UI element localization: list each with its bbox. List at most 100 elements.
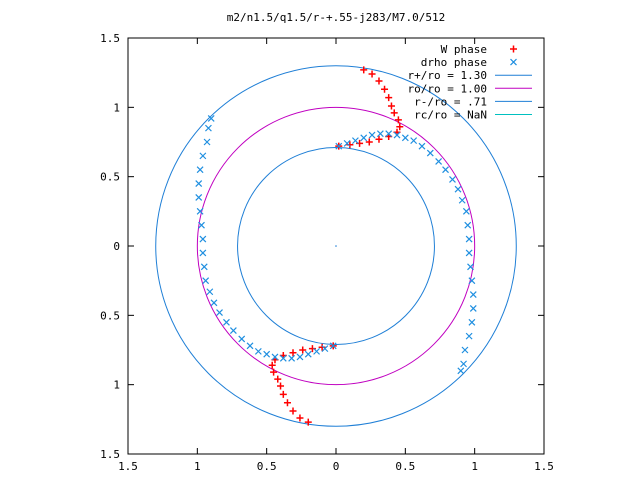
drho-phase-point — [454, 185, 462, 193]
reference-circle — [155, 65, 517, 427]
w-phase-point — [299, 346, 307, 354]
w-phase-point — [381, 85, 389, 93]
drho-phase-point — [410, 137, 418, 145]
drho-phase-point — [210, 299, 218, 307]
reference-circle — [196, 106, 476, 386]
drho-phase-point — [199, 152, 207, 160]
w-phase-point — [375, 77, 383, 85]
drho-phase-point — [200, 263, 208, 271]
drho-phase-point — [385, 130, 393, 138]
w-phase-point — [346, 141, 354, 149]
drho-phase-point — [203, 138, 211, 146]
drho-phase-point — [304, 350, 312, 358]
legend-swatch — [510, 45, 517, 53]
w-phase-point — [387, 102, 395, 110]
data-points — [195, 66, 477, 426]
drho-phase-point — [469, 291, 477, 298]
drho-phase-point — [254, 347, 262, 355]
drho-phase-point — [368, 131, 376, 139]
x-tick-label: 1 — [471, 460, 478, 473]
x-tick-label: 0.5 — [395, 460, 415, 473]
drho-phase-point — [229, 327, 237, 335]
drho-phase-point — [288, 354, 296, 362]
drho-phase-point — [465, 249, 473, 257]
drho-phase-point — [199, 249, 207, 257]
drho-phase-point — [351, 137, 359, 145]
reference-circles — [155, 65, 517, 427]
legend-label: ro/ro = 1.00 — [408, 82, 487, 95]
drho-phase-point — [195, 180, 203, 188]
x-tick-label: 0 — [333, 460, 340, 473]
drho-phase-point — [335, 142, 343, 150]
w-phase-point — [289, 407, 297, 415]
reference-circle — [237, 147, 435, 345]
legend-label: r-/ro = .71 — [414, 95, 487, 108]
w-phase-point — [308, 345, 316, 353]
x-tick-label: 1.5 — [118, 460, 138, 473]
w-phase-point — [274, 375, 282, 383]
w-phase-point — [390, 109, 398, 117]
w-phase-point — [396, 123, 404, 131]
drho-phase-point — [238, 335, 246, 343]
w-phase-point — [270, 368, 278, 376]
drho-phase-point — [271, 353, 279, 361]
w-phase-point — [318, 343, 326, 351]
drho-phase-point — [205, 124, 212, 132]
drho-phase-point — [246, 342, 254, 350]
drho-phase-point — [296, 353, 304, 361]
drho-phase-point — [199, 235, 207, 243]
drho-phase-point — [206, 288, 214, 296]
w-phase-point — [289, 349, 297, 357]
drho-phase-point — [469, 304, 477, 312]
drho-phase-point — [458, 196, 466, 204]
w-phase-point — [279, 390, 287, 398]
w-phase-point — [368, 70, 376, 78]
drho-phase-point — [457, 367, 465, 375]
x-tick-label: 1.5 — [534, 460, 554, 473]
drho-phase-point — [263, 350, 271, 358]
drho-phase-point — [329, 342, 337, 350]
y-tick-label: 1.5 — [100, 448, 120, 461]
drho-phase-point — [418, 142, 426, 150]
drho-phase-point — [321, 345, 329, 353]
center-dot — [335, 245, 337, 247]
drho-phase-point — [468, 277, 476, 285]
legend-label: rc/ro = NaN — [414, 109, 487, 122]
y-tick-label: 1.5 — [100, 32, 120, 45]
drho-phase-point — [360, 134, 368, 142]
drho-phase-point — [198, 221, 205, 229]
y-tick-label: 0.5 — [100, 171, 120, 184]
drho-phase-point — [196, 166, 204, 174]
drho-phase-point — [223, 318, 230, 326]
drho-phase-point — [393, 131, 401, 139]
w-phase-point — [394, 116, 402, 124]
drho-phase-point — [435, 157, 443, 165]
drho-phase-point — [465, 235, 473, 243]
drho-phase-point — [195, 194, 203, 201]
drho-phase-point — [196, 207, 204, 215]
drho-phase-point — [460, 360, 467, 368]
w-phase-point — [356, 139, 364, 147]
drho-phase-point — [343, 139, 351, 147]
w-phase-point — [365, 138, 373, 146]
y-tick-label: 0 — [113, 240, 120, 253]
drho-phase-point — [468, 318, 476, 326]
legend-label: drho phase — [421, 56, 487, 69]
drho-phase-point — [467, 263, 474, 271]
w-phase-point — [277, 382, 285, 390]
drho-phase-point — [426, 149, 434, 157]
y-tick-label: 1 — [113, 101, 120, 114]
w-phase-point — [296, 414, 304, 422]
x-tick-label: 1 — [194, 460, 201, 473]
drho-phase-point — [313, 347, 321, 355]
legend-swatch — [510, 58, 517, 66]
x-tick-label: 0.5 — [257, 460, 277, 473]
drho-phase-point — [401, 134, 409, 142]
drho-phase-point — [207, 115, 215, 122]
drho-phase-point — [465, 332, 473, 340]
drho-phase-point — [464, 221, 472, 229]
y-tick-label: 1 — [113, 379, 120, 392]
chart-title: m2/n1.5/q1.5/r-+.55-j283/M7.0/512 — [227, 11, 446, 24]
legend-label: r+/ro = 1.30 — [408, 69, 487, 82]
